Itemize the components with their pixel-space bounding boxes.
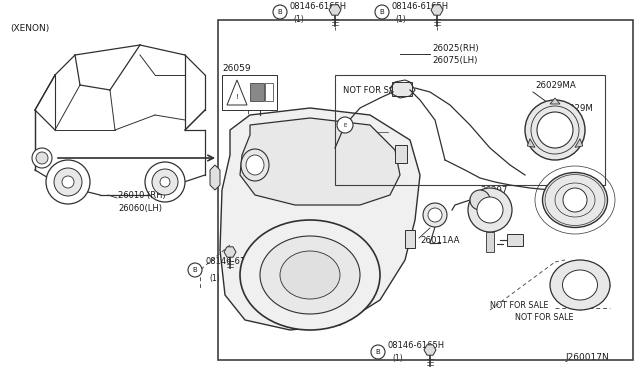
Circle shape <box>428 208 442 222</box>
Text: 26011AA: 26011AA <box>420 235 460 244</box>
Text: 26029M: 26029M <box>558 103 593 112</box>
Circle shape <box>32 148 52 168</box>
Polygon shape <box>224 247 236 257</box>
Polygon shape <box>431 5 443 15</box>
Ellipse shape <box>246 155 264 175</box>
Bar <box>507 234 523 246</box>
Text: 26075(LH): 26075(LH) <box>432 55 477 64</box>
Text: J260017N: J260017N <box>565 353 609 362</box>
Ellipse shape <box>280 251 340 299</box>
Polygon shape <box>424 345 436 355</box>
Bar <box>222 75 277 110</box>
Circle shape <box>371 345 385 359</box>
Bar <box>392 82 412 96</box>
Circle shape <box>152 169 178 195</box>
Circle shape <box>375 5 389 19</box>
Circle shape <box>54 168 82 196</box>
Text: 08146-6165H: 08146-6165H <box>205 257 262 266</box>
Circle shape <box>468 188 512 232</box>
Polygon shape <box>575 139 582 147</box>
Polygon shape <box>220 108 420 330</box>
Text: 26010 (RH): 26010 (RH) <box>118 190 166 199</box>
Text: !: ! <box>236 94 239 100</box>
Ellipse shape <box>241 149 269 181</box>
Text: NOT FOR SALE: NOT FOR SALE <box>515 314 573 323</box>
Circle shape <box>470 190 490 210</box>
Circle shape <box>273 5 287 19</box>
Ellipse shape <box>260 236 360 314</box>
Circle shape <box>46 160 90 204</box>
Ellipse shape <box>550 260 610 310</box>
Circle shape <box>145 162 185 202</box>
Circle shape <box>160 177 170 187</box>
Text: (XENON): (XENON) <box>10 23 49 32</box>
Ellipse shape <box>563 270 598 300</box>
Polygon shape <box>527 139 535 147</box>
Text: B: B <box>376 349 380 355</box>
Bar <box>335 75 605 185</box>
Polygon shape <box>550 98 560 104</box>
Text: NOT FOR SALE: NOT FOR SALE <box>490 301 548 310</box>
Polygon shape <box>240 118 400 205</box>
Text: 26029MA: 26029MA <box>535 80 576 90</box>
Text: 26060(LH): 26060(LH) <box>118 203 162 212</box>
Text: (1): (1) <box>209 273 220 282</box>
Text: (1): (1) <box>293 15 304 23</box>
Circle shape <box>477 197 503 223</box>
Bar <box>395 145 407 163</box>
Text: 08146-6165H: 08146-6165H <box>388 340 445 350</box>
Circle shape <box>525 100 585 160</box>
Circle shape <box>337 117 353 133</box>
Text: B: B <box>193 267 197 273</box>
Text: 26025(RH): 26025(RH) <box>432 44 479 52</box>
Text: 08146-6165H: 08146-6165H <box>290 1 347 10</box>
Bar <box>405 230 415 248</box>
Bar <box>218 20 633 360</box>
Text: 08146-6165H: 08146-6165H <box>392 1 449 10</box>
Ellipse shape <box>240 220 380 330</box>
Circle shape <box>188 263 202 277</box>
Text: (1): (1) <box>395 15 406 23</box>
Circle shape <box>563 188 587 212</box>
Circle shape <box>537 112 573 148</box>
Text: (1): (1) <box>392 355 403 363</box>
Ellipse shape <box>543 173 607 228</box>
Text: 26297: 26297 <box>480 186 508 195</box>
Circle shape <box>423 203 447 227</box>
Text: B: B <box>278 9 282 15</box>
Text: NOT FOR SALE: NOT FOR SALE <box>343 86 404 94</box>
Text: E: E <box>343 122 347 128</box>
Bar <box>265 83 273 101</box>
Polygon shape <box>210 165 220 190</box>
Bar <box>250 83 264 101</box>
Circle shape <box>36 152 48 164</box>
Circle shape <box>62 176 74 188</box>
Text: 26059: 26059 <box>222 64 251 73</box>
Text: B: B <box>380 9 385 15</box>
Bar <box>486 232 494 252</box>
Polygon shape <box>329 5 341 15</box>
